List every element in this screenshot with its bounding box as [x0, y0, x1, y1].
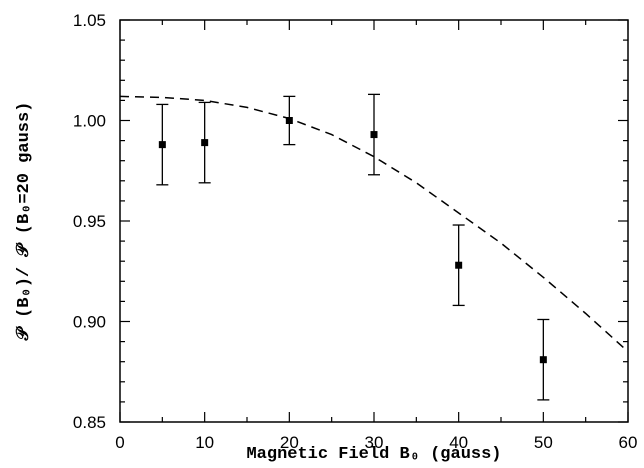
- x-tick-label: 50: [534, 433, 553, 452]
- data-point: [455, 261, 463, 269]
- y-tick-label: 0.85: [73, 413, 106, 432]
- y-tick-label: 0.90: [73, 313, 106, 332]
- tick-labels: 0 10 20 30 40 50 60 0.85 0.90 0.95 1.00 1.05: [73, 11, 638, 452]
- x-tick-label: 30: [365, 433, 384, 452]
- data-points: [156, 93, 550, 401]
- data-point: [539, 356, 547, 364]
- x-tick-label: 0: [115, 433, 124, 452]
- x-axis-label: Magnetic Field B₀ (gauss): [246, 445, 501, 464]
- data-point: [370, 131, 378, 139]
- data-point: [201, 139, 209, 147]
- data-point: [158, 141, 166, 149]
- x-tick-label: 60: [619, 433, 638, 452]
- y-axis-label: 𝒫 (B₀)/ 𝒫 (B₀=20 gauss): [14, 102, 34, 342]
- x-tick-label: 10: [195, 433, 214, 452]
- y-tick-label: 1.00: [73, 112, 106, 131]
- data-point: [285, 117, 293, 124]
- x-tick-label: 40: [449, 433, 468, 452]
- x-tick-label: 20: [280, 433, 299, 452]
- y-tick-label: 0.95: [73, 212, 106, 231]
- plot-frame: [119, 19, 629, 423]
- ticks: [119, 19, 629, 423]
- y-tick-label: 1.05: [73, 11, 106, 30]
- dashed-fit-curve: [119, 95, 629, 353]
